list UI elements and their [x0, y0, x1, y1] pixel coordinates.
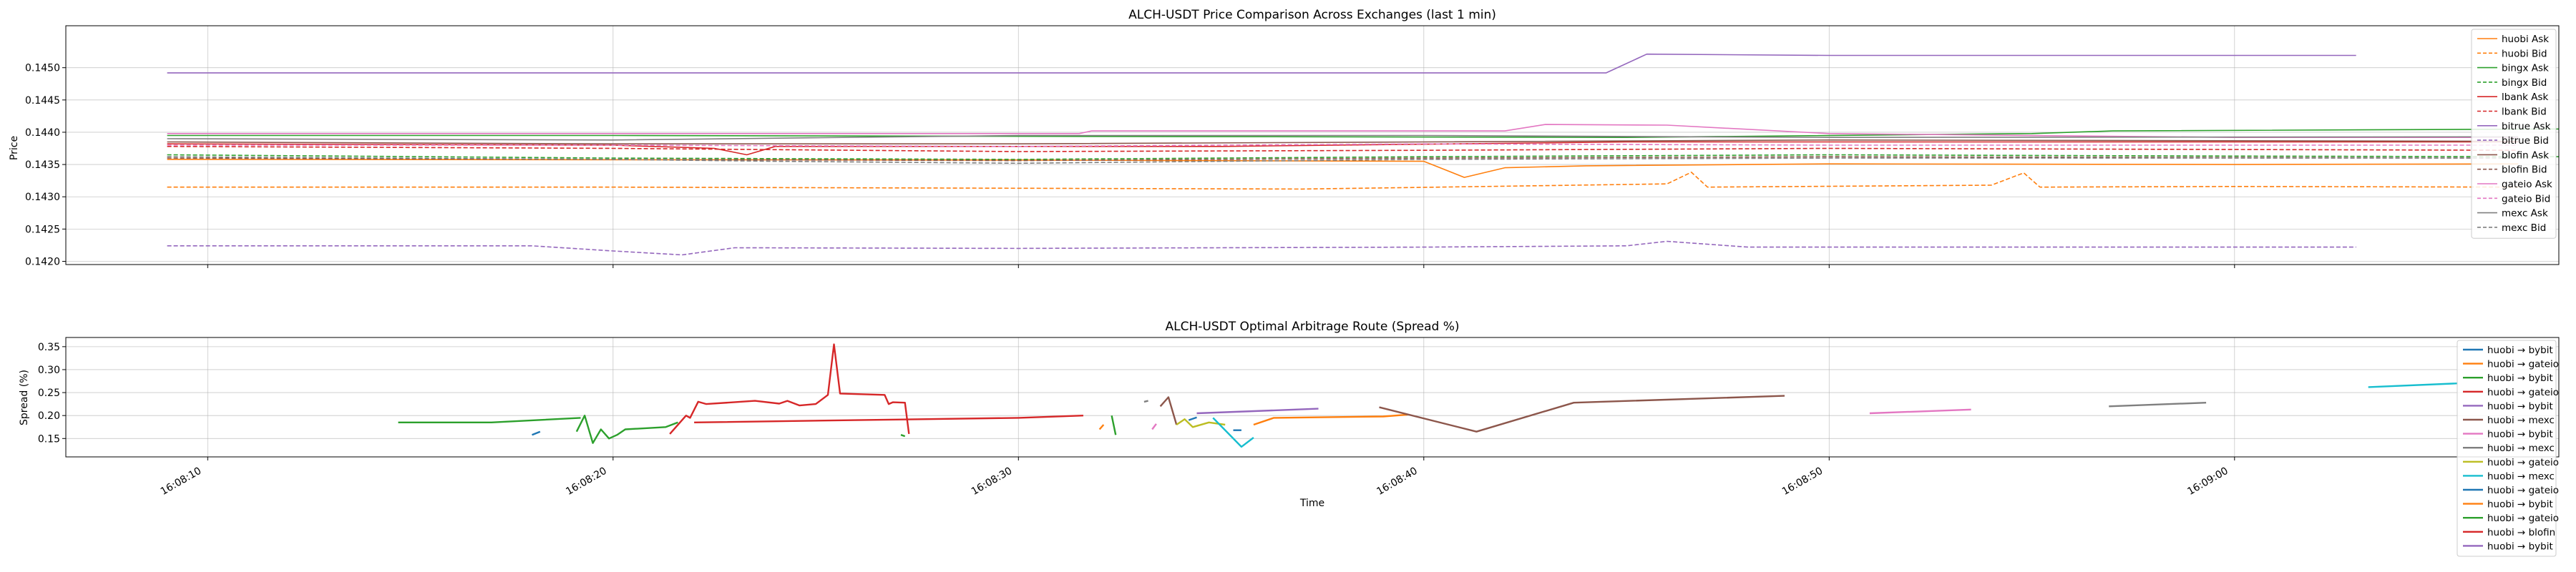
spread-route-segment: [1111, 415, 1117, 435]
spread-legend-label: huobi → mexc: [2487, 470, 2555, 482]
price-legend-label: huobi Ask: [2502, 34, 2549, 45]
price-legend-label: mexc Ask: [2502, 208, 2548, 220]
price-series-line-blofin-ask: [167, 139, 2519, 144]
spread-route-segment: [1176, 418, 1226, 428]
price-series: [167, 53, 2560, 256]
spread-plot-frame: [65, 337, 2560, 458]
spread-legend-label: huobi → bybit: [2487, 429, 2553, 440]
price-legend-label: gateio Ask: [2502, 179, 2552, 190]
price-y-tick-label: 0.1430: [25, 192, 60, 203]
price-legend-box: [2471, 29, 2557, 239]
spread-legend-label: huobi → gateio: [2487, 457, 2559, 468]
spread-legend-label: huobi → blofin: [2487, 527, 2555, 538]
spread-legend-label: huobi → gateio: [2487, 513, 2559, 524]
spread-route-segment: [1188, 416, 1197, 421]
price-series-line-bingx-ask: [167, 128, 2560, 138]
price-legend-label: bitrue Ask: [2502, 121, 2551, 132]
spread-route-segment: [1098, 424, 1105, 430]
price-plot-frame: [65, 25, 2560, 265]
spread-y-axis-label: Spread (%): [19, 370, 30, 425]
price-series-line-bitrue-bid: [167, 240, 2356, 256]
spread-legend-label: huobi → gateio: [2487, 359, 2559, 370]
spread-route-segment: [1151, 423, 1157, 430]
price-y-tick-label: 0.1420: [25, 256, 60, 267]
spread-legend-label: huobi → gateio: [2487, 485, 2559, 496]
spread-route-segment: [1212, 417, 1254, 448]
spread-route-segment: [1159, 396, 1178, 425]
price-legend-label: blofin Ask: [2502, 149, 2549, 161]
spread-legend-label: huobi → mexc: [2487, 443, 2555, 454]
price-y-tick-label: 0.1435: [25, 159, 60, 171]
price-legend-label: bitrue Bid: [2502, 135, 2549, 147]
time-x-axis-label: Time: [1299, 498, 1324, 509]
price-series-line-gateio-bid: [167, 143, 2519, 147]
price-legend-label: blofin Bid: [2502, 164, 2547, 176]
price-legend-label: lbank Bid: [2502, 107, 2547, 118]
price-chart-title: ALCH-USDT Price Comparison Across Exchan…: [1128, 8, 1496, 22]
spread-route-segment: [1253, 413, 1408, 426]
price-y-tick-label: 0.1450: [25, 63, 60, 74]
spread-route-segment: [2368, 383, 2458, 388]
spread-chart-title: ALCH-USDT Optimal Arbitrage Route (Sprea…: [1166, 320, 1460, 334]
price-legend-label: bingx Ask: [2502, 63, 2549, 74]
price-series-line-huobi-ask: [167, 159, 2519, 178]
price-legend: huobi Ask huobi Bid bingx Ask bingx Bid lban…: [2471, 29, 2557, 239]
price-series-line-bingx-bid: [167, 154, 2560, 160]
spread-legend: huobi → bybit huobi → gateio huobi → bybit…: [2457, 340, 2559, 557]
price-series-line-blofin-bid: [167, 156, 2519, 162]
price-series-line-lbank-bid: [167, 146, 2519, 152]
spread-legend-label: huobi → gateio: [2487, 387, 2559, 398]
spread-series: [398, 343, 2458, 448]
spread-legend-label: huobi → mexc: [2487, 415, 2555, 426]
spread-y-tick-label: 0.30: [38, 365, 60, 376]
spread-legend-label: huobi → bybit: [2487, 373, 2553, 384]
price-legend-label: lbank Ask: [2502, 92, 2549, 103]
spread-legend-box: [2457, 340, 2557, 557]
price-series-line-lbank-ask: [167, 141, 2519, 156]
spread-route-segment: [669, 343, 910, 435]
spread-route-segment: [575, 415, 678, 444]
spread-route-segment: [398, 417, 581, 423]
spread-y-tick-label: 0.20: [38, 410, 60, 422]
spread-route-segment: [694, 415, 1083, 423]
spread-route-segment: [532, 430, 541, 436]
spread-route-segment: [1379, 395, 1785, 433]
price-y-axis-label: Price: [9, 136, 20, 160]
price-series-line-bitrue-ask: [167, 53, 2356, 74]
price-y-tick-label: 0.1440: [25, 127, 60, 139]
price-series-line-huobi-bid: [167, 172, 2519, 190]
spread-legend-label: huobi → bybit: [2487, 541, 2553, 552]
spread-y-tick-label: 0.25: [38, 388, 60, 399]
price-legend-label: gateio Bid: [2502, 193, 2550, 204]
price-legend-label: bingx Bid: [2502, 77, 2547, 89]
spread-legend-label: huobi → bybit: [2487, 400, 2553, 412]
spread-y-ticks: 0.15 0.20 0.25 0.30 0.35: [38, 342, 66, 445]
price-legend-label: huobi Bid: [2502, 48, 2547, 59]
price-series-line-mexc-bid: [167, 156, 2519, 164]
price-y-ticks: 0.1420 0.1425 0.1430 0.1435 0.1440 0.1445 0.14…: [25, 63, 66, 267]
spread-route-segment: [1143, 400, 1148, 403]
price-series-line-mexc-ask: [167, 134, 2519, 141]
spread-route-segment: [900, 434, 906, 438]
spread-grid: [66, 337, 2559, 457]
spread-y-tick-label: 0.15: [38, 433, 60, 445]
price-chart: ALCH-USDT Price Comparison Across Exchan…: [9, 8, 2560, 268]
spread-legend-label: huobi → bybit: [2487, 499, 2553, 511]
price-legend-label: mexc Bid: [2502, 222, 2546, 234]
spread-legend-label: huobi → bybit: [2487, 345, 2553, 356]
spread-route-segment: [2109, 402, 2207, 408]
spread-y-tick-label: 0.35: [38, 342, 60, 353]
price-series-line-gateio-ask: [167, 124, 2519, 138]
spread-route-segment: [1869, 408, 1971, 415]
price-y-tick-label: 0.1445: [25, 95, 60, 107]
spread-route-segment: [1196, 408, 1319, 415]
price-y-tick-label: 0.1425: [25, 224, 60, 235]
